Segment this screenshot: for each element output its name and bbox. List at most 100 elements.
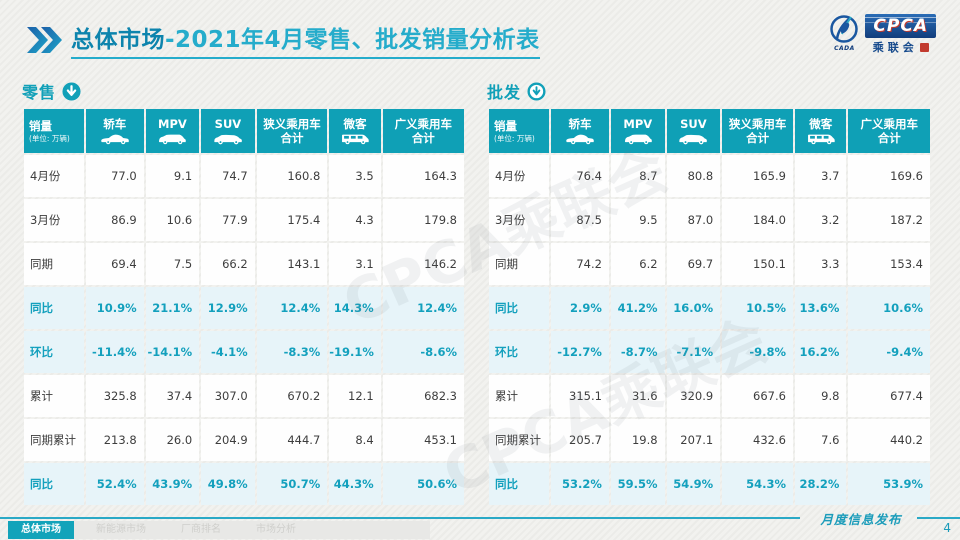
value-cell: 175.4: [256, 199, 328, 241]
column-label: 狭义乘用车: [728, 116, 787, 131]
column-label: 微客: [809, 117, 833, 132]
column-header: 轿车: [551, 109, 609, 153]
table-row: 环比 -12.7% -8.7% -7.1% -9.8% 16.2% -9.4%: [489, 331, 930, 373]
row-label: 4月份: [24, 155, 84, 197]
value-cell: 2.9%: [551, 287, 609, 329]
row-label: 环比: [24, 331, 84, 373]
value-cell: 76.4: [551, 155, 609, 197]
column-label: 广义乘用车: [860, 116, 918, 131]
sedan-icon: [551, 133, 609, 145]
tab-oem-ranking[interactable]: 厂商排名: [181, 524, 221, 535]
column-header: SUV: [201, 109, 255, 153]
value-cell: 146.2: [382, 243, 464, 285]
table-row: 3月份 86.9 10.6 77.9 175.4 4.3 179.8: [24, 199, 464, 241]
mpv-icon: [611, 133, 665, 145]
tab-overall-market[interactable]: 总体市场: [8, 521, 74, 539]
column-header: 广义乘用车 合计: [848, 109, 930, 153]
suv-icon: [667, 133, 721, 145]
page-title-rest: -2021年4月零售、批发销量分析表: [165, 27, 540, 53]
red-seal-icon: [919, 42, 929, 52]
value-cell: 453.1: [382, 419, 464, 461]
value-cell: 49.8%: [201, 463, 255, 505]
retail-section-title: 零售: [22, 83, 57, 102]
value-cell: 41.2%: [610, 287, 665, 329]
minibus-icon: [795, 133, 846, 145]
value-cell: 325.8: [85, 375, 144, 417]
cpca-box: CPCA: [865, 14, 936, 38]
value-cell: -8.3%: [256, 331, 328, 373]
value-cell: 204.9: [201, 419, 255, 461]
value-cell: 143.1: [256, 243, 328, 285]
value-cell: 16.0%: [666, 287, 721, 329]
row-label: 同比: [24, 463, 84, 505]
value-cell: 667.6: [722, 375, 793, 417]
wholesale-table: 销量 (单位: 万辆) 轿车 MPV SUV 狭义乘用车 合计 微客 广义乘用车 合计 4月份 76.…: [487, 107, 932, 507]
row-label: 同期累计: [489, 419, 550, 461]
value-cell: 153.4: [848, 243, 930, 285]
value-cell: 87.0: [666, 199, 721, 241]
tab-market-analysis[interactable]: 市场分析: [256, 524, 296, 535]
column-header: 微客: [329, 109, 381, 153]
page-title: 总体市场-2021年4月零售、批发销量分析表: [71, 20, 540, 59]
value-cell: 53.2%: [551, 463, 609, 505]
value-cell: 12.4%: [382, 287, 464, 329]
value-cell: 440.2: [848, 419, 930, 461]
cpca-logo: CADA CPCA 乘联会: [829, 14, 936, 55]
value-cell: -19.1%: [329, 331, 381, 373]
column-header: 销量 (单位: 万辆): [24, 109, 84, 153]
value-cell: 307.0: [201, 375, 255, 417]
column-unit: (单位: 万辆): [494, 133, 535, 143]
value-cell: 80.8: [666, 155, 721, 197]
down-arrow-circle-icon: [62, 81, 81, 101]
cpca-wordmark: CPCA 乘联会: [865, 14, 936, 55]
down-arrow-circle-outline-icon: [527, 81, 546, 101]
value-cell: 3.1: [329, 243, 381, 285]
table-row: 同期累计 213.8 26.0 204.9 444.7 8.4 453.1: [24, 419, 464, 461]
column-label: 广义乘用车: [394, 116, 453, 131]
table-row: 累计 315.1 31.6 320.9 667.6 9.8 677.4: [489, 375, 930, 417]
table-row: 同比 2.9% 41.2% 16.0% 10.5% 13.6% 10.6%: [489, 287, 930, 329]
sedan-icon: [86, 133, 144, 145]
value-cell: 677.4: [848, 375, 930, 417]
row-label: 环比: [489, 331, 550, 373]
page-title-section: 总体市场: [71, 27, 165, 53]
value-cell: 150.1: [722, 243, 793, 285]
value-cell: 12.4%: [256, 287, 328, 329]
column-label: MPV: [623, 117, 653, 132]
value-cell: 74.7: [201, 155, 255, 197]
column-header: 广义乘用车 合计: [382, 109, 464, 153]
value-cell: 432.6: [722, 419, 793, 461]
value-cell: 77.0: [85, 155, 144, 197]
wholesale-section: 批发 销量 (单位: 万辆) 轿车 MPV SUV 狭义乘用车 合计 微客 广义乘用车 合计 4月份…: [487, 78, 932, 507]
value-cell: 69.4: [85, 243, 144, 285]
footer-caption: 月度信息发布: [820, 512, 902, 527]
value-cell: 86.9: [85, 199, 144, 241]
row-label: 同比: [24, 287, 84, 329]
value-cell: 444.7: [256, 419, 328, 461]
value-cell: 54.9%: [666, 463, 721, 505]
row-label: 累计: [24, 375, 84, 417]
value-cell: -11.4%: [85, 331, 144, 373]
value-cell: 10.6: [145, 199, 200, 241]
row-label: 同比: [489, 463, 550, 505]
table-row: 同比 53.2% 59.5% 54.9% 54.3% 28.2% 53.9%: [489, 463, 930, 505]
value-cell: 3.3: [794, 243, 847, 285]
cada-emblem: CADA: [829, 14, 859, 52]
cada-emblem-icon: [830, 15, 859, 43]
value-cell: 682.3: [382, 375, 464, 417]
value-cell: 31.6: [610, 375, 665, 417]
value-cell: 320.9: [666, 375, 721, 417]
value-cell: 8.4: [329, 419, 381, 461]
value-cell: 9.5: [610, 199, 665, 241]
tab-nev-market[interactable]: 新能源市场: [96, 524, 146, 535]
table-row: 同期 69.4 7.5 66.2 143.1 3.1 146.2: [24, 243, 464, 285]
value-cell: 8.7: [610, 155, 665, 197]
column-label: 销量: [494, 119, 517, 134]
column-label: 轿车: [103, 117, 127, 132]
cpca-chinese-name: 乘联会: [873, 39, 929, 55]
value-cell: 16.2%: [794, 331, 847, 373]
column-header: 狭义乘用车 合计: [722, 109, 793, 153]
row-label: 同比: [489, 287, 550, 329]
value-cell: 10.9%: [85, 287, 144, 329]
value-cell: 53.9%: [848, 463, 930, 505]
